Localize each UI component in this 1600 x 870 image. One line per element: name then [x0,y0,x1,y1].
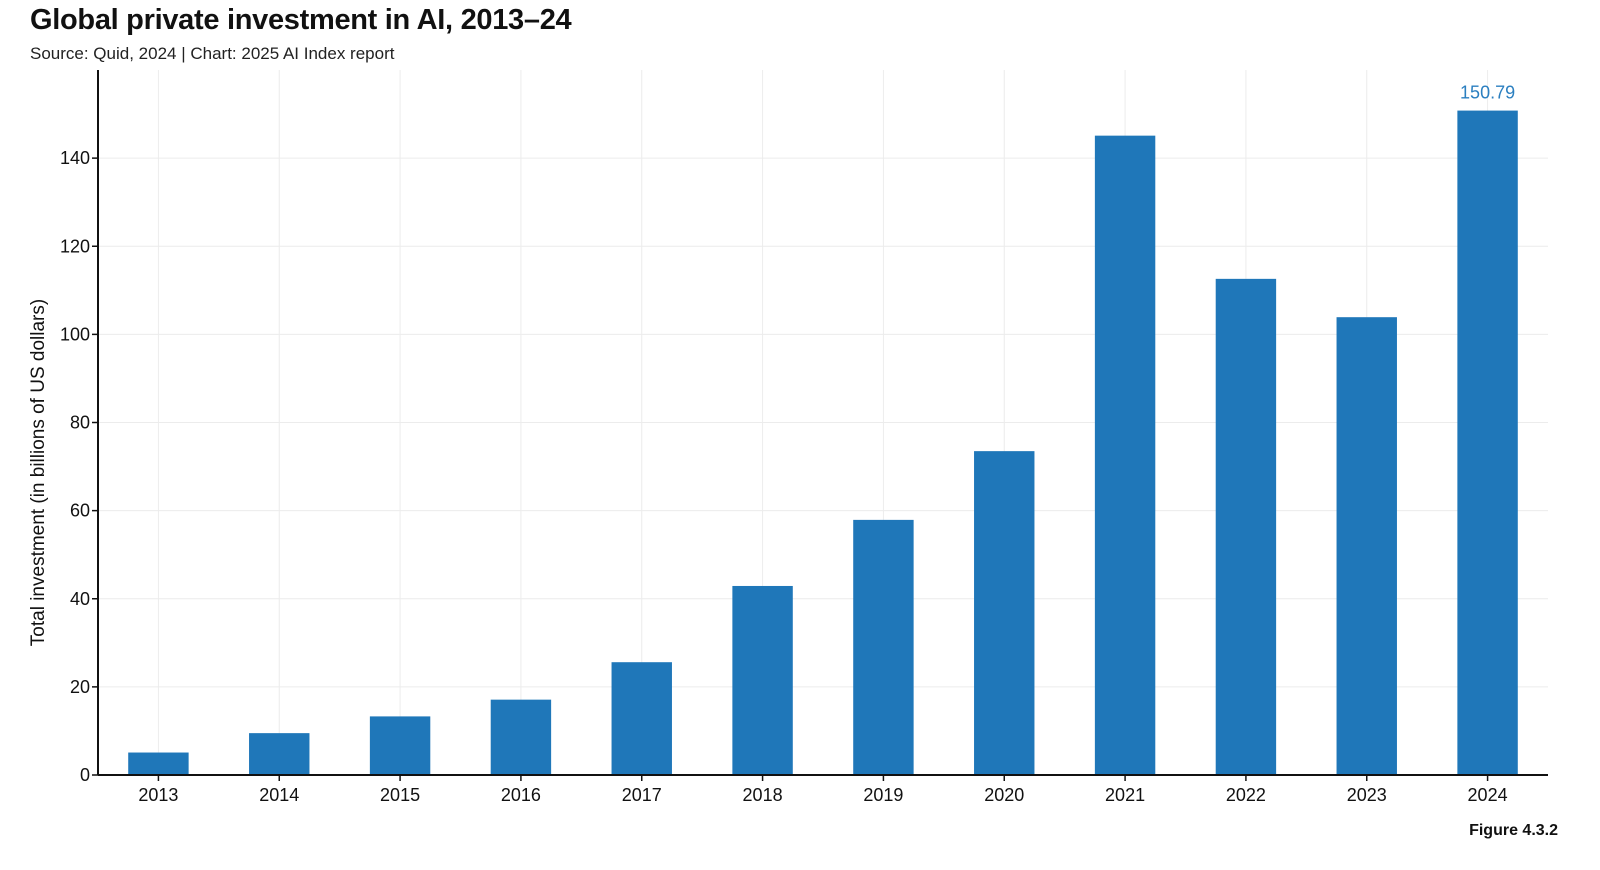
x-tick-label: 2016 [501,785,541,805]
x-tick-label: 2023 [1347,785,1387,805]
y-tick-label: 120 [60,236,90,256]
chart-title: Global private investment in AI, 2013–24 [30,4,572,36]
bar-2019 [853,519,914,775]
gridlines [98,70,1548,775]
axes [92,70,1548,781]
x-tick-label: 2019 [863,785,903,805]
y-tick-label: 20 [70,677,90,697]
y-tick-label: 100 [60,324,90,344]
x-tick-label: 2013 [138,785,178,805]
bars [128,110,1518,776]
x-tick-label: 2024 [1468,785,1508,805]
x-tick-label: 2018 [743,785,783,805]
bar-2016 [490,699,552,775]
x-tick-label: 2022 [1226,785,1266,805]
chart-subtitle: Source: Quid, 2024 | Chart: 2025 AI Inde… [30,44,395,63]
labels: 0 20 40 60 80 100 120 140 2013 2014 2015 2016 2017 20… [28,83,1515,805]
bar-2021 [1094,135,1156,775]
y-tick-label: 0 [80,765,90,785]
x-tick-label: 2020 [984,785,1024,805]
y-tick-label: 140 [60,148,90,168]
figure-label: Figure 4.3.2 [1469,822,1558,839]
bar-2022 [1215,278,1277,775]
x-tick-label: 2015 [380,785,420,805]
bar-2017 [611,662,672,775]
bar-2024 [1457,110,1518,776]
y-tick-label: 80 [70,413,90,433]
x-tick-label: 2017 [622,785,662,805]
y-axis-title: Total investment (in billions of US doll… [28,299,49,646]
bar-2015 [369,716,431,775]
bar-2018 [732,585,793,775]
x-tick-label: 2014 [259,785,299,805]
bar-2013 [128,752,189,775]
x-tick-label: 2021 [1105,785,1145,805]
y-tick-label: 60 [70,501,90,521]
bar-2020 [974,451,1035,775]
y-tick-label: 40 [70,589,90,609]
bar-2014 [249,733,310,775]
data-label-2024: 150.79 [1460,83,1515,103]
bar-2023 [1336,317,1397,775]
